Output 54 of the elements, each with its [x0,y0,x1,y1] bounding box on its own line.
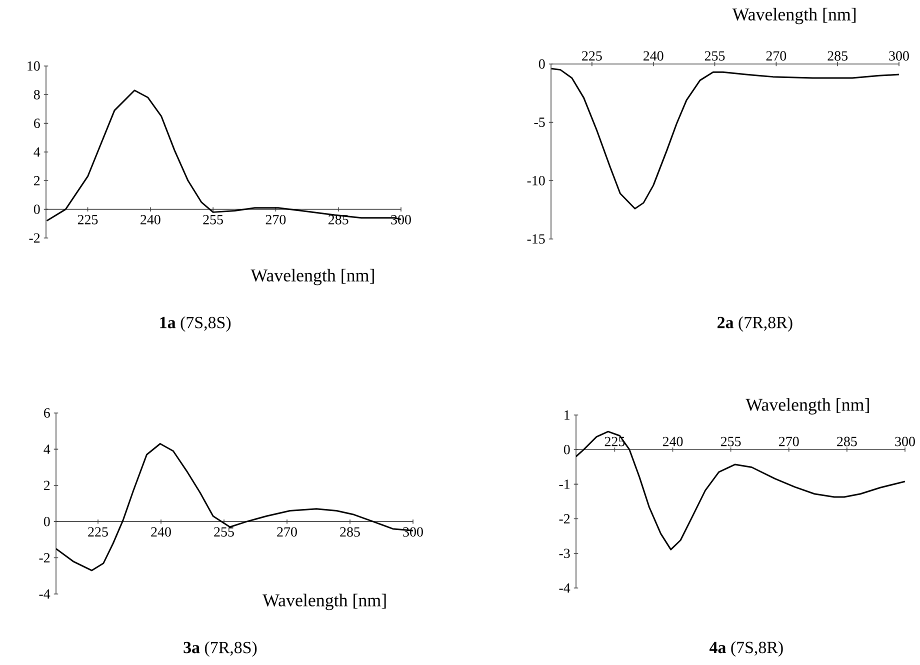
y-tick-label: -2 [39,553,50,562]
x-tick-label: 255 [720,436,741,446]
text: 2a (7R,8R) [718,316,792,332]
y-tick-label: -4 [559,583,570,593]
x-tick-label: 255 [203,214,223,224]
y-tick-label: -5 [534,118,545,127]
y-tick-label: 8 [34,90,40,100]
y-tick-label: -10 [527,176,545,186]
y-tick-label: -4 [39,589,50,599]
y-tick-label: 2 [44,480,50,490]
x-tick-label: 240 [644,51,664,61]
x-tick-label: 240 [662,436,683,446]
y-tick-label: 4 [34,147,40,157]
x-tick-label: 255 [214,527,234,537]
y-tick-label: -2 [559,514,570,524]
text: 4a (7S,8R) [710,641,783,657]
y-tick-label: 0 [44,516,50,526]
x-tick-label: 300 [895,436,915,446]
x-tick-label: 240 [140,214,160,224]
x-tick-label: 285 [340,527,360,537]
x-tick-label: 225 [582,51,602,61]
x-tick-label: 300 [403,527,423,537]
y-tick-label: 1 [564,410,570,420]
y-tick-label: -3 [559,548,570,558]
y-tick-label: -2 [29,233,40,243]
text: 3a (7R,8S) [184,641,257,657]
x-tick-label: 270 [277,527,297,537]
y-tick-label: 0 [564,444,570,454]
y-tick-label: 6 [34,118,40,128]
y-tick-label: 10 [28,61,40,71]
y-tick-label: 6 [44,408,50,418]
text: 1a (7S,8S) [160,316,231,332]
x-axis-title: Wavelength [nm] [250,268,374,286]
line-series [551,68,899,210]
x-tick-label: 285 [828,51,848,61]
x-tick-label: 270 [266,214,286,224]
x-tick-label: 300 [391,214,411,224]
x-axis-title: Wavelength [nm] [732,8,856,24]
y-tick-label: 2 [34,176,40,186]
x-tick-label: 225 [78,214,98,224]
x-tick-label: 270 [766,51,786,61]
x-tick-label: 225 [88,527,108,537]
x-axis-title: Wavelength [nm] [262,594,386,610]
x-tick-label: 285 [837,436,857,446]
x-tick-label: 270 [779,436,799,446]
x-axis-title: Wavelength [nm] [746,398,869,414]
y-tick-label: 0 [538,59,545,69]
x-tick-label: 300 [889,51,909,61]
y-tick-label: -1 [559,480,570,489]
y-tick-label: -15 [527,234,545,244]
x-tick-label: 240 [151,527,171,537]
y-tick-label: 0 [34,204,40,214]
x-tick-label: 255 [704,51,725,61]
y-tick-label: 4 [44,444,50,454]
